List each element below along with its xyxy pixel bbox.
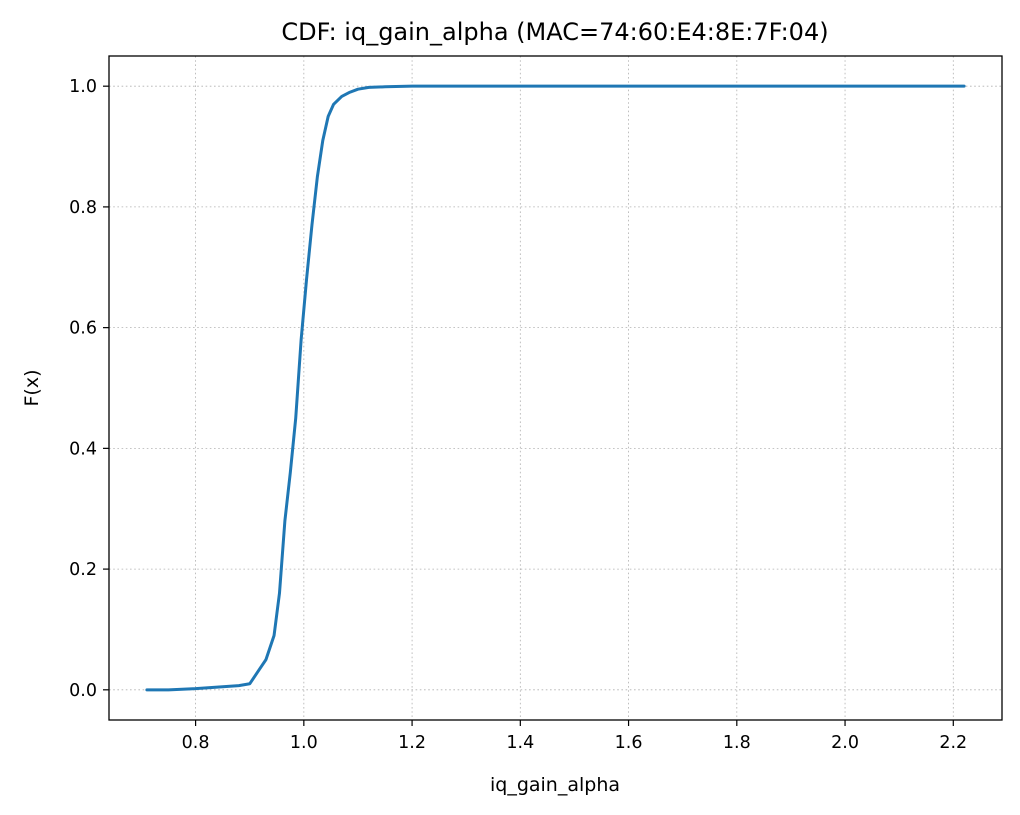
y-tick-label: 0.0 [69,681,97,701]
cdf-series-line [145,84,966,692]
y-tick-label: 0.4 [69,439,97,459]
y-tick-label: 1.0 [69,77,97,97]
x-tick-label: 0.8 [182,733,210,753]
series-layer [145,84,966,692]
x-tick-label: 2.2 [939,733,967,753]
x-tick-label: 1.8 [723,733,751,753]
grid-lines [109,56,1002,720]
x-axis-label: iq_gain_alpha [490,774,620,796]
y-axis-label: F(x) [21,370,43,407]
x-tick-label: 1.6 [615,733,643,753]
x-tick-label: 1.0 [290,733,318,753]
x-tick-label: 1.4 [506,733,534,753]
y-tick-label: 0.2 [69,560,97,580]
x-tick-label: 2.0 [831,733,859,753]
axis-ticks: 0.8 1.0 1.2 1.4 1.6 1.8 2.0 2.2 0.0 0.2 0.4 0.6 0.8 1… [69,77,967,753]
x-tick-label: 1.2 [398,733,426,753]
y-tick-label: 0.6 [69,319,97,339]
plot-frame [108,55,1003,721]
chart-title: CDF: iq_gain_alpha (MAC=74:60:E4:8E:7F:0… [281,18,828,46]
y-tick-label: 0.8 [69,198,97,218]
